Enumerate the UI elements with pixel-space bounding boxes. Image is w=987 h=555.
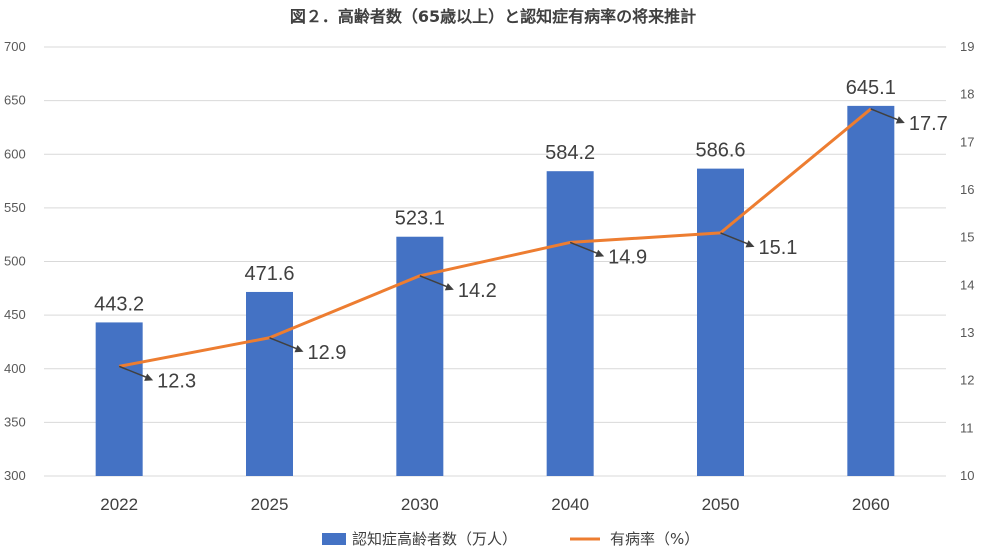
right-tick-label: 12 — [960, 373, 974, 388]
right-tick-label: 16 — [960, 182, 974, 197]
bar-value-label: 443.2 — [94, 293, 144, 315]
line-value-label: 12.3 — [157, 370, 196, 392]
bar-series — [95, 105, 895, 476]
x-tick-label: 2040 — [551, 495, 589, 514]
leader-arrowhead — [745, 240, 755, 248]
leader-line — [269, 337, 300, 351]
left-tick-label: 450 — [4, 307, 26, 322]
leader-arrowhead — [595, 249, 605, 257]
legend: 認知症高齢者数（万人） 有病率（%） — [322, 530, 699, 548]
left-tick-label: 400 — [4, 361, 26, 376]
leader-arrowhead — [895, 116, 905, 124]
leader-arrowhead — [144, 373, 154, 381]
left-tick-label: 650 — [4, 93, 26, 108]
line-path — [118, 107, 872, 368]
right-tick-label: 11 — [960, 420, 974, 435]
bar — [95, 322, 143, 476]
bar — [546, 171, 594, 476]
left-tick-label: 350 — [4, 414, 26, 429]
bar-value-label: 523.1 — [395, 208, 445, 230]
chart-title: 図２．高齢者数（65歳以上）と認知症有病率の将来推計 — [290, 7, 696, 26]
left-y-axis: 300 350 400 450 500 550 600 650 700 — [4, 39, 26, 483]
right-tick-label: 15 — [960, 230, 974, 245]
bar-value-label: 584.2 — [545, 142, 595, 164]
right-tick-label: 18 — [960, 87, 974, 102]
bar — [847, 105, 895, 476]
right-tick-label: 14 — [960, 277, 974, 292]
right-tick-label: 10 — [960, 468, 974, 483]
left-tick-label: 300 — [4, 468, 26, 483]
leader-line — [720, 232, 751, 246]
bar — [697, 168, 744, 476]
right-y-axis: 10 11 12 13 14 15 16 17 18 19 — [960, 39, 974, 483]
legend-bar-label: 認知症高齢者数（万人） — [352, 530, 517, 548]
bar-value-label: 645.1 — [846, 77, 896, 99]
legend-bar-swatch — [322, 533, 346, 545]
leader-line — [569, 241, 601, 256]
right-tick-label: 19 — [960, 39, 974, 54]
x-tick-label: 2022 — [100, 495, 138, 514]
x-axis: 2022 2025 2030 2040 2050 2060 — [100, 495, 889, 514]
line-value-label: 14.9 — [608, 246, 647, 268]
x-tick-label: 2030 — [401, 495, 439, 514]
right-tick-label: 13 — [960, 325, 974, 340]
right-tick-label: 17 — [960, 134, 974, 149]
leader-line — [118, 365, 150, 380]
leader-line — [870, 108, 902, 122]
leader-arrowhead — [294, 345, 304, 353]
leader-arrowhead — [444, 283, 454, 291]
left-tick-label: 600 — [4, 146, 26, 161]
bar-value-label: 471.6 — [244, 263, 294, 285]
x-tick-label: 2050 — [702, 495, 740, 514]
line-value-label: 15.1 — [759, 237, 798, 259]
line-value-label: 17.7 — [909, 113, 948, 135]
data-labels: 443.2 471.6 523.1 584.2 586.6 645.1 12.3 12.9 14… — [94, 77, 948, 392]
line-value-label: 14.2 — [458, 280, 497, 302]
bar — [246, 291, 293, 476]
bar-value-label: 586.6 — [695, 140, 745, 162]
legend-line-label: 有病率（%） — [610, 530, 699, 548]
left-tick-label: 700 — [4, 39, 26, 54]
line-series — [118, 107, 872, 368]
line-value-label: 12.9 — [308, 342, 347, 364]
x-tick-label: 2025 — [251, 495, 289, 514]
leader-line — [419, 275, 451, 289]
x-tick-label: 2060 — [852, 495, 890, 514]
left-tick-label: 550 — [4, 200, 26, 215]
grid-lines — [44, 46, 946, 477]
left-tick-label: 500 — [4, 254, 26, 269]
